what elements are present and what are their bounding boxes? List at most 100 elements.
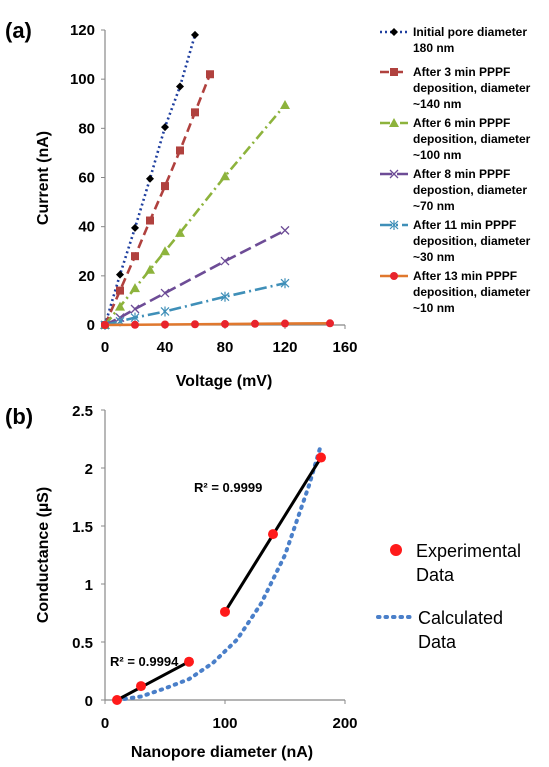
legend-label: After 6 min PPPF (413, 116, 510, 130)
data-point (116, 270, 124, 279)
legend-label: ~100 nm (413, 148, 461, 162)
legend-marker (389, 118, 399, 127)
x-tick-label: 80 (217, 339, 234, 356)
panel-b-legend: Experimental Data Calculated Data (376, 541, 521, 652)
y-tick-label: 40 (78, 219, 95, 236)
experimental-point (220, 606, 230, 617)
series-line (104, 229, 286, 327)
data-point (251, 319, 259, 328)
series-1 (101, 30, 199, 329)
legend-label: Calculated (418, 608, 503, 628)
y-tick-label: 0 (87, 317, 95, 334)
x-tick-label: 40 (157, 339, 174, 356)
data-point (220, 256, 230, 266)
legend-label: Data (418, 632, 457, 652)
y-tick-label: 120 (70, 22, 95, 39)
data-point (160, 306, 170, 317)
legend-marker (390, 68, 398, 76)
y-tick-label: 2 (85, 461, 93, 478)
legend-label: deposition, diameter (413, 285, 531, 299)
panel-a-legend: Initial pore diameter 180 nm After 3 min P… (380, 25, 531, 315)
data-point (220, 291, 230, 302)
legend-label: Data (416, 565, 455, 585)
legend-label: Experimental (416, 541, 521, 561)
experimental-point (316, 452, 326, 463)
experimental-point (184, 656, 194, 667)
y-tick-label: 1.5 (72, 519, 93, 536)
series-line (103, 104, 286, 326)
legend-marker (390, 28, 398, 36)
panel-b-x-axis-title: Nanopore diameter (nA) (131, 744, 313, 761)
legend-label: After 8 min PPPF (413, 167, 510, 181)
data-point (146, 216, 154, 225)
legend-label: deposition, diameter (413, 132, 531, 146)
legend-entry-3: After 6 min PPPF deposition, diameter ~100… (380, 116, 531, 162)
legend-entry-5: After 11 min PPPF deposition, diameter ~30… (380, 218, 531, 264)
y-tick-label: 100 (70, 71, 95, 88)
x-tick-label: 200 (332, 715, 357, 732)
panel-a-label: (a) (5, 18, 32, 43)
data-point (326, 319, 334, 328)
x-tick-label: 0 (101, 339, 109, 356)
legend-label: After 13 min PPPF (413, 269, 517, 283)
data-point (130, 304, 140, 314)
legend-label: depostion, diameter (413, 183, 527, 197)
panel-a: (a) 0 20 40 60 80 100 120 0 40 80 120 160 Current … (5, 18, 531, 390)
data-point (176, 82, 184, 91)
panel-a-x-axis-title: Voltage (mV) (176, 373, 273, 390)
legend-marker (390, 272, 398, 280)
y-tick-label: 2.5 (72, 403, 93, 420)
panel-b: (b) 0 0.5 1 1.5 2 2.5 0 100 200 Conductance (µS… (5, 403, 521, 761)
data-point (280, 225, 290, 235)
y-tick-label: 80 (78, 120, 95, 137)
legend-label: deposition, diameter (413, 81, 531, 95)
data-point (160, 246, 170, 256)
data-point (191, 320, 199, 329)
data-point (161, 182, 169, 191)
data-point (191, 30, 199, 39)
panel-b-y-axis-title: Conductance (µS) (35, 487, 52, 623)
y-tick-label: 1 (85, 577, 93, 594)
series-line (103, 73, 212, 326)
data-point (176, 146, 184, 155)
data-point (161, 320, 169, 329)
data-point (280, 278, 290, 289)
data-point (101, 321, 109, 329)
legend-entry-4: After 8 min PPPF depostion, diameter ~70 n… (380, 167, 527, 213)
data-point (175, 227, 185, 237)
data-point (131, 252, 139, 261)
data-point (221, 320, 229, 329)
legend-label: After 11 min PPPF (413, 218, 516, 232)
data-point (115, 301, 125, 311)
data-point (161, 123, 169, 132)
data-point (191, 108, 199, 117)
data-point (220, 171, 230, 181)
panel-b-label: (b) (5, 404, 33, 429)
legend-label: ~140 nm (413, 97, 461, 111)
data-point (131, 223, 139, 232)
y-tick-label: 60 (78, 170, 95, 187)
calculated-data-curve (115, 442, 323, 702)
data-point (131, 320, 139, 329)
series-line (104, 281, 286, 327)
experimental-point (136, 681, 146, 692)
legend-marker (389, 220, 399, 230)
y-tick-label: 0 (85, 693, 93, 710)
legend-label: deposition, diameter (413, 234, 531, 248)
y-tick-label: 0.5 (72, 635, 93, 652)
data-point (160, 288, 170, 298)
legend-entry-experimental: Experimental Data (390, 541, 521, 585)
data-point (145, 264, 155, 274)
panel-a-y-axis-title: Current (nA) (35, 131, 52, 225)
legend-marker (389, 169, 399, 179)
legend-entry-2: After 3 min PPPF deposition, diameter ~140… (380, 65, 531, 111)
legend-label: After 3 min PPPF (413, 65, 510, 79)
series-3 (100, 99, 290, 329)
fit-1-r-squared: R² = 0.9994 (110, 654, 179, 669)
legend-label: 180 nm (413, 41, 454, 55)
x-tick-label: 100 (212, 715, 237, 732)
legend-entry-6: After 13 min PPPF deposition, diameter ~10… (380, 269, 531, 315)
legend-label: ~30 nm (413, 250, 455, 264)
x-tick-label: 120 (272, 339, 297, 356)
